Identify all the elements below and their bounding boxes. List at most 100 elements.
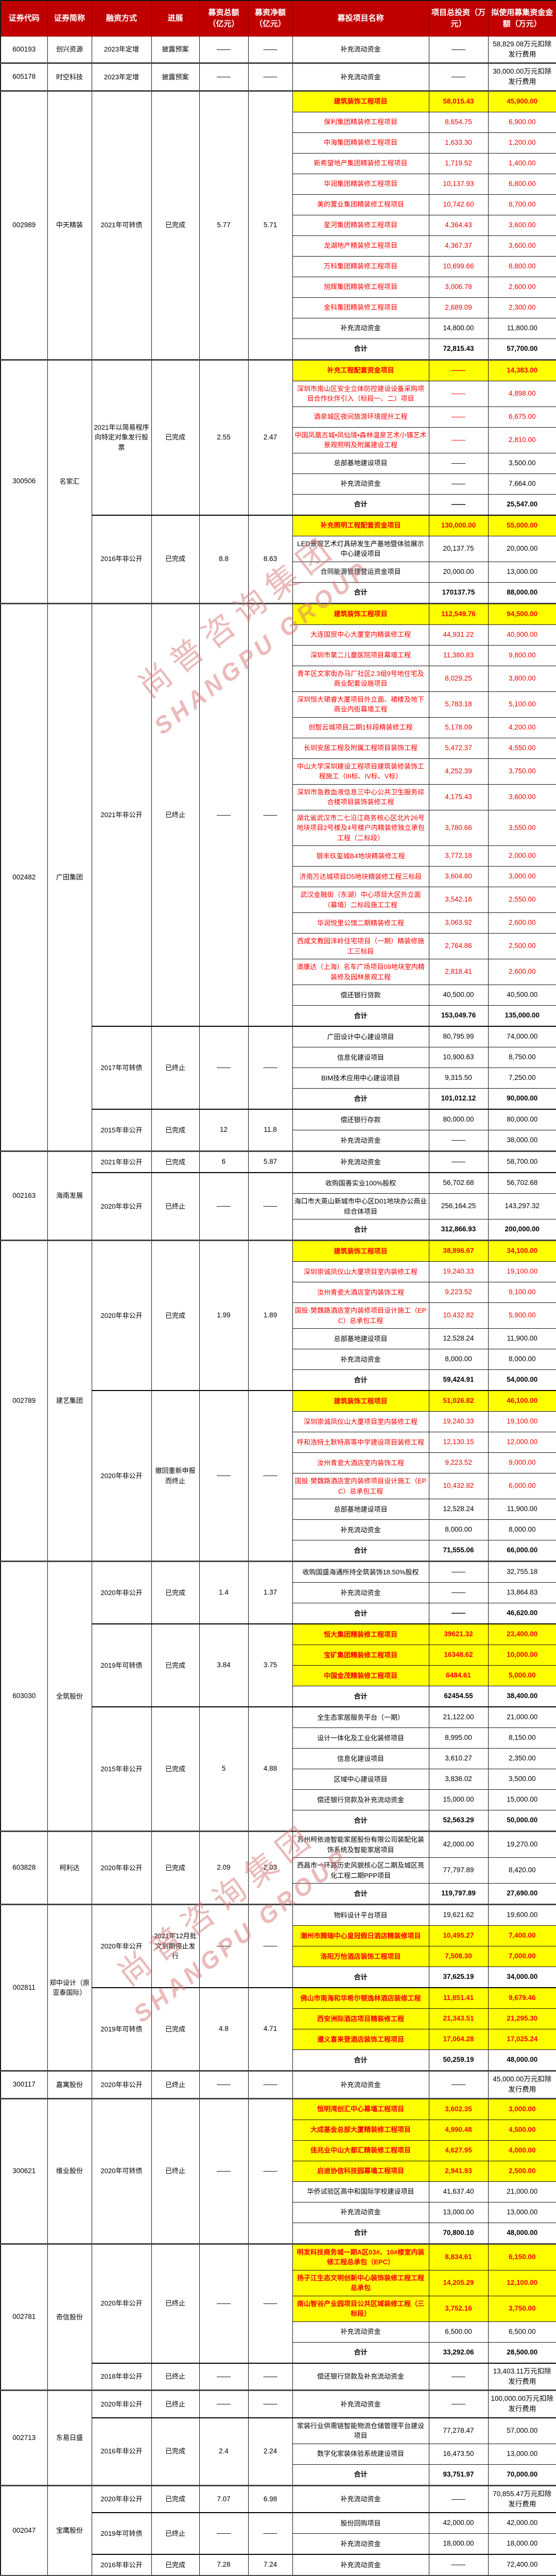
project-invest-cell: 56,702.68 bbox=[428, 1172, 489, 1194]
raise-net-cell: 11.8 bbox=[248, 1109, 293, 1151]
project-row: 深圳恒大珺睿大厦项目外立面、裙楼及地下商业内街幕墙工程 5,783.18 5,100… bbox=[1, 691, 556, 718]
project-row: 补充流动资金 —— 7,664.00 bbox=[1, 473, 556, 495]
stock-name-cell: 宝鹰股份 bbox=[47, 2484, 92, 2576]
project-name-cell: 合计 bbox=[292, 1967, 429, 1988]
project-row: 保利集团精装修工程项目 8,654.75 6,900.00 bbox=[1, 111, 556, 133]
project-amount-cell: 2,500.00 bbox=[488, 2160, 556, 2182]
project-invest-cell: 80,000.00 bbox=[428, 1109, 489, 1130]
project-invest-cell: 16348.62 bbox=[428, 1645, 489, 1666]
project-amount-cell: 13,000.00 bbox=[488, 2201, 556, 2223]
project-invest-cell: 2,941.93 bbox=[428, 2160, 489, 2182]
project-name-cell: 建筑装饰工程项目 bbox=[292, 602, 429, 625]
progress-cell: 已完成 bbox=[151, 1706, 200, 1832]
raise-total-cell: —— bbox=[199, 1172, 249, 1241]
project-invest-cell: 40,500.00 bbox=[428, 985, 489, 1006]
project-name-cell: 合计 bbox=[292, 2049, 429, 2071]
project-name-cell: 星河集团精装修工程项目 bbox=[292, 214, 429, 236]
project-row: 大成基金总部大厦精装修工程项目 4,990.48 4,500.00 bbox=[1, 2119, 556, 2141]
project-invest-cell: 9,223.52 bbox=[428, 1452, 489, 1473]
raise-total-cell: —— bbox=[199, 2243, 249, 2363]
project-amount-cell: 54,000.00 bbox=[488, 1369, 556, 1391]
project-invest-cell: —— bbox=[428, 406, 489, 428]
project-amount-cell: 1,400.00 bbox=[488, 152, 556, 174]
raise-net-cell: 5.87 bbox=[248, 1150, 293, 1173]
progress-cell: 已终止 bbox=[151, 1172, 200, 1241]
project-row: 呼和浩特土默特高等中学建设项目装修工程 12,130.15 12,000.00 bbox=[1, 1432, 556, 1453]
project-invest-cell: 10,900.63 bbox=[428, 1047, 489, 1068]
project-name-cell: 深圳崇诚凤仪山大厦项目室内装修工程 bbox=[292, 1261, 429, 1282]
project-row: 2016年非公开 已完成 2.4 2.24 家装行业供需链智能物流仓储管理平台建设项目 7… bbox=[1, 2417, 556, 2486]
project-invest-cell: 70,800.10 bbox=[428, 2222, 489, 2244]
project-invest-cell: 10,137.93 bbox=[428, 173, 489, 195]
project-invest-cell: 62454.55 bbox=[428, 1686, 489, 1707]
financing-method-cell: 2023年定增 bbox=[91, 36, 152, 63]
project-amount-cell: 8,420.00 bbox=[488, 1857, 556, 1884]
raise-net-cell: —— bbox=[248, 2512, 293, 2555]
project-name-cell: 佳兆业中山大都汇精装修工程项目 bbox=[292, 2140, 429, 2161]
raise-net-cell: 1.89 bbox=[248, 1240, 293, 1391]
stock-name-cell: 嘉寓股份 bbox=[47, 2070, 92, 2099]
project-amount-cell: 46,620.00 bbox=[488, 1603, 556, 1624]
project-amount-cell: 2,550.00 bbox=[488, 887, 556, 913]
project-row: 海口市大英山新城市中心区D01地块办公商业综合体项目 256,164.25 143,… bbox=[1, 1193, 556, 1219]
project-row: 合计 312,866.93 200,000.00 bbox=[1, 1219, 556, 1241]
project-row: 澳康达（上海）名车广场项目09地块室内精装修及园林景观工程 2,818.41 2,6… bbox=[1, 959, 556, 985]
project-invest-cell: 19,240.33 bbox=[428, 1411, 489, 1432]
project-invest-cell: 4,627.95 bbox=[428, 2140, 489, 2161]
stock-code-cell: 002789 bbox=[0, 1240, 48, 1562]
project-invest-cell: —— bbox=[428, 359, 489, 381]
project-row: 300117 嘉寓股份 2020年非公开 已终止 —— —— 补充流动资金 —— 45,000.… bbox=[0, 2070, 556, 2099]
project-amount-cell: 5,100.00 bbox=[488, 691, 556, 718]
project-invest-cell: 153,049.76 bbox=[428, 1005, 489, 1027]
project-amount-cell: 6,500.00 bbox=[488, 2321, 556, 2343]
project-name-cell: 物料设计平台项目 bbox=[292, 1904, 429, 1926]
project-row: 设计一体化及工业化装修项目 8,995.00 8,150.00 bbox=[1, 1727, 556, 1749]
project-amount-cell: 3,500.00 bbox=[488, 1769, 556, 1790]
project-invest-cell: 8,654.75 bbox=[428, 111, 489, 133]
project-invest-cell: 112,549.76 bbox=[428, 602, 489, 625]
project-invest-cell: 3,006.78 bbox=[428, 276, 489, 298]
project-invest-cell: 7,508.30 bbox=[428, 1946, 489, 1967]
stock-name-cell: 中天精装 bbox=[47, 90, 92, 360]
project-name-cell: 明发科技商务城一期A区03#、10#楼室内装修工程总承包（EPC） bbox=[292, 2243, 429, 2270]
project-amount-cell: 11,900.00 bbox=[488, 1499, 556, 1520]
project-invest-cell: 77,278.47 bbox=[428, 2417, 489, 2444]
project-invest-cell: 4,364.43 bbox=[428, 214, 489, 236]
raise-net-cell: —— bbox=[248, 2070, 293, 2099]
project-amount-cell: 19,100.00 bbox=[488, 1411, 556, 1432]
financing-method-cell: 2020年非公开 bbox=[91, 2243, 152, 2363]
project-amount-cell: 19,600.00 bbox=[488, 1904, 556, 1926]
project-amount-cell: 13,000.00 bbox=[488, 2443, 556, 2465]
project-row: 总部基地建设项目 12,528.24 11,900.00 bbox=[1, 1499, 556, 1520]
project-amount-cell: 4,550.00 bbox=[488, 737, 556, 759]
project-name-cell: 补充照明工程配套资金项目 bbox=[292, 514, 429, 536]
raise-net-cell: —— bbox=[248, 2243, 293, 2363]
project-name-cell: 补充流动资金 bbox=[292, 2201, 429, 2223]
project-invest-cell: 8,995.00 bbox=[428, 1727, 489, 1749]
project-row: 深圳市第二儿童医院项目幕墙工程 11,380.83 9,800.00 bbox=[1, 645, 556, 666]
project-invest-cell: 33,292.06 bbox=[428, 2342, 489, 2363]
column-header: 拟使用募集资金金额（万元） bbox=[488, 0, 556, 37]
table-body: 600193 创兴资源 2023年定增 披露预案 —— —— 补充流动资金 —— 58,829.… bbox=[0, 36, 556, 2576]
project-name-cell: 恒明湾创汇中心幕墙工程项目 bbox=[292, 2097, 429, 2120]
project-invest-cell: 19,621.62 bbox=[428, 1904, 489, 1926]
project-amount-cell: 19,270.00 bbox=[488, 1831, 556, 1858]
project-name-cell: 建筑装饰工程项目 bbox=[292, 1240, 429, 1262]
stock-name-cell: 东易日盛 bbox=[47, 2389, 92, 2486]
project-amount-cell: 4,898.00 bbox=[488, 380, 556, 407]
raise-total-cell: 12 bbox=[199, 1109, 249, 1151]
project-row: 603828 柯利达 2020年非公开 已完成 2.09 2.03 苏州柯依迪智能家居股份有… bbox=[0, 1831, 556, 1905]
project-amount-cell: 13,864.83 bbox=[488, 1582, 556, 1603]
raise-net-cell: —— bbox=[248, 1026, 293, 1110]
project-amount-cell: 8,150.00 bbox=[488, 1727, 556, 1749]
project-invest-cell: 9,223.52 bbox=[428, 1282, 489, 1303]
project-amount-cell: 7,000.00 bbox=[488, 1946, 556, 1967]
project-invest-cell: 3,610.27 bbox=[428, 1748, 489, 1769]
project-name-cell: 补充流动资金 bbox=[292, 2070, 429, 2099]
financing-method-cell: 2020年非公开 bbox=[91, 1172, 152, 1241]
raise-net-cell: 3.75 bbox=[248, 1623, 293, 1707]
raise-net-cell: 4.88 bbox=[248, 1706, 293, 1832]
project-amount-cell: 66,000.00 bbox=[488, 1540, 556, 1562]
raise-total-cell: —— bbox=[199, 2389, 249, 2418]
project-invest-cell: 11,851.41 bbox=[428, 1987, 489, 2009]
